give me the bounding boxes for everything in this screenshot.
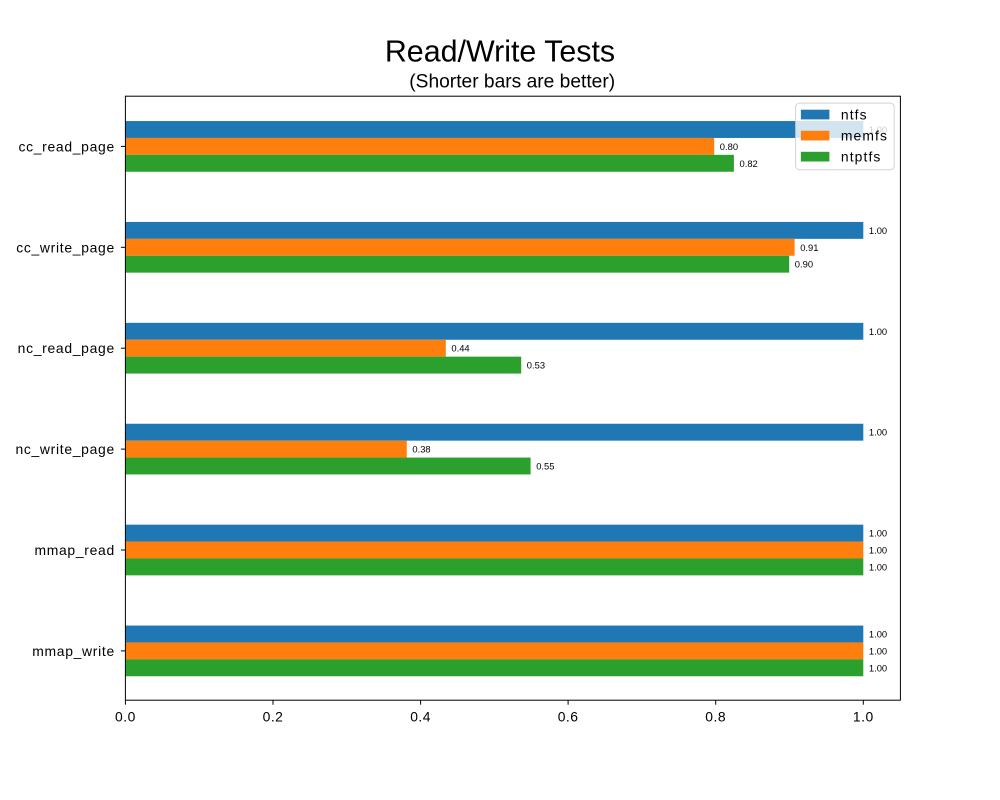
svg-text:1.00: 1.00 — [869, 545, 887, 556]
svg-text:0.80: 0.80 — [720, 141, 738, 152]
svg-text:1.00: 1.00 — [869, 662, 887, 673]
svg-text:nc_read_page: nc_read_page — [18, 340, 115, 356]
svg-text:0.38: 0.38 — [412, 444, 430, 455]
svg-text:0.90: 0.90 — [795, 259, 813, 270]
svg-text:1.00: 1.00 — [869, 629, 887, 640]
svg-text:1.00: 1.00 — [869, 528, 887, 539]
svg-text:mmap_read: mmap_read — [34, 542, 114, 558]
svg-text:nc_write_page: nc_write_page — [15, 441, 114, 457]
svg-text:ntfs: ntfs — [841, 106, 868, 122]
svg-text:(Shorter bars are better): (Shorter bars are better) — [409, 71, 615, 92]
svg-text:mmap_write: mmap_write — [32, 643, 115, 659]
svg-text:0.8: 0.8 — [705, 708, 726, 724]
svg-text:0.6: 0.6 — [558, 708, 579, 724]
svg-text:cc_write_page: cc_write_page — [16, 239, 115, 255]
svg-text:1.00: 1.00 — [869, 561, 887, 572]
svg-text:0.82: 0.82 — [740, 158, 758, 169]
svg-text:1.00: 1.00 — [869, 427, 887, 438]
svg-text:ntptfs: ntptfs — [841, 149, 882, 165]
svg-text:0.53: 0.53 — [527, 360, 545, 371]
svg-text:cc_read_page: cc_read_page — [18, 138, 114, 154]
svg-text:0.2: 0.2 — [263, 708, 284, 724]
svg-text:Read/Write Tests: Read/Write Tests — [385, 34, 615, 68]
svg-text:0.55: 0.55 — [536, 461, 554, 472]
svg-text:memfs: memfs — [841, 128, 888, 144]
svg-text:0.91: 0.91 — [800, 242, 818, 253]
svg-text:1.00: 1.00 — [869, 326, 887, 337]
svg-text:0.0: 0.0 — [115, 708, 136, 724]
svg-text:1.0: 1.0 — [853, 708, 874, 724]
svg-text:1.00: 1.00 — [869, 225, 887, 236]
svg-text:0.44: 0.44 — [451, 343, 469, 354]
svg-text:0.4: 0.4 — [410, 708, 431, 724]
svg-text:1.00: 1.00 — [869, 645, 887, 656]
